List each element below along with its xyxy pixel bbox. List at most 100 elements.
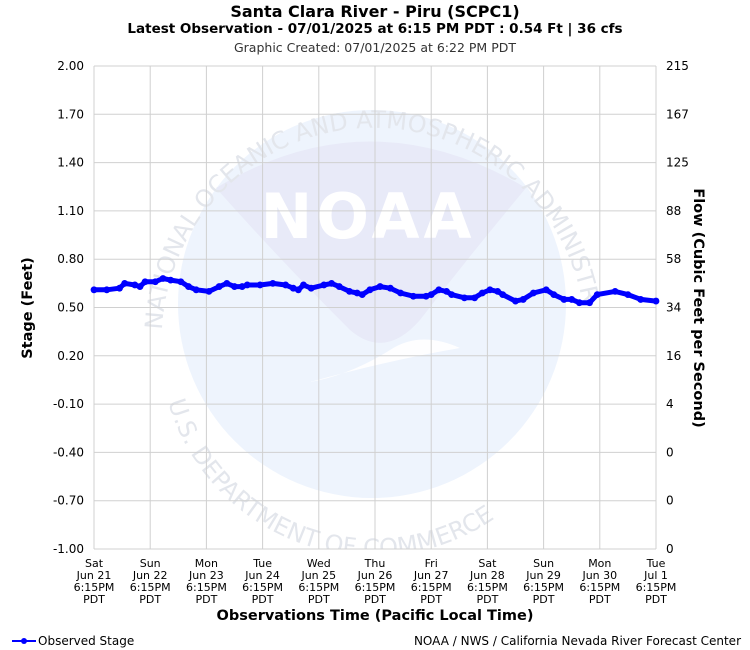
data-point [151, 278, 159, 286]
data-point [167, 276, 175, 284]
watermark-wing [310, 339, 460, 382]
data-point [353, 289, 361, 297]
data-point [289, 284, 297, 292]
x-tick-label: Fri Jun 27 6:15PM PDT [411, 557, 452, 606]
data-point [568, 296, 576, 303]
data-point [560, 296, 568, 303]
data-point [519, 296, 527, 303]
y2-tick-label: 215 [666, 59, 689, 73]
y2-tick-label: 34 [666, 301, 681, 315]
credit-text: NOAA / NWS / California Nevada River For… [413, 634, 741, 648]
y2-tick-label: 88 [666, 204, 681, 218]
data-point [320, 281, 328, 289]
data-point [335, 283, 343, 290]
data-point [542, 286, 550, 294]
data-point [376, 283, 384, 290]
data-point [346, 288, 353, 295]
x-axis-label: Observations Time (Pacific Local Time) [217, 608, 534, 624]
data-point [192, 286, 200, 294]
data-point [461, 294, 468, 302]
data-point [486, 286, 494, 294]
data-point [499, 291, 507, 299]
y-tick-label: -0.10 [53, 397, 84, 411]
data-point [448, 291, 456, 299]
data-point [494, 288, 502, 295]
y-tick-label: -0.70 [53, 494, 84, 508]
data-point [215, 283, 223, 290]
data-point [529, 289, 537, 297]
data-point [443, 288, 450, 295]
y2-tick-label: 167 [666, 107, 689, 121]
data-point [243, 281, 251, 289]
x-tick-label: Mon Jun 23 6:15PM PDT [186, 557, 227, 606]
data-point [177, 278, 185, 286]
noaa-watermark: NOAA NATIONAL OCEANIC AND ATMOSPHERIC AD… [94, 66, 604, 549]
watermark-logo: NOAA [261, 180, 476, 253]
data-point [478, 289, 486, 297]
y2-tick-label: 0 [666, 494, 674, 508]
series-observed-stage [90, 275, 660, 307]
data-point [307, 284, 315, 292]
data-point [256, 281, 264, 289]
y-tick-label: 0.80 [57, 252, 84, 266]
data-point [159, 275, 167, 282]
data-point [512, 297, 519, 305]
y-tick-label: 1.40 [57, 156, 84, 170]
data-point [300, 281, 307, 289]
data-point [471, 294, 479, 302]
legend-line-icon [12, 636, 36, 646]
data-point [238, 283, 246, 290]
data-point [90, 286, 98, 294]
grid-lines [93, 65, 657, 550]
x-tick-label: Sun Jun 22 6:15PM PDT [130, 557, 171, 606]
data-point [231, 283, 238, 290]
y-axis-label: Stage (Feet) [20, 257, 36, 359]
data-point [397, 289, 404, 297]
data-point [223, 279, 231, 287]
graphic-created: Graphic Created: 07/01/2025 at 6:22 PM P… [233, 40, 516, 55]
x-tick-label: Tue Jul 1 6:15PM PDT [636, 557, 677, 606]
data-point [185, 283, 192, 290]
data-point [328, 279, 335, 287]
chart-title: Santa Clara River - Piru (SCPC1) [230, 2, 520, 21]
data-point [652, 297, 660, 305]
x-tick-label: Thu Jun 26 6:15PM PDT [355, 557, 396, 606]
data-point [586, 299, 593, 307]
y-tick-label: 1.10 [57, 204, 84, 218]
data-point [116, 284, 123, 292]
x-tick-label: Mon Jun 30 6:15PM PDT [579, 557, 620, 606]
x-tick-label: Tue Jun 24 6:15PM PDT [242, 557, 283, 606]
data-point [366, 286, 374, 294]
y2-tick-label: 0 [666, 542, 674, 556]
y-tick-label: 1.70 [57, 107, 84, 121]
y2-tick-label: 0 [666, 445, 674, 459]
y-tick-label: 0.50 [57, 301, 84, 315]
y2-axis-ticks: 215 167 125 88 58 34 16 4 0 0 0 [666, 59, 689, 556]
data-point [422, 292, 430, 300]
data-point [103, 286, 111, 294]
data-point [637, 296, 645, 303]
data-point [575, 299, 583, 307]
data-point [269, 279, 277, 287]
y-tick-label: -0.40 [53, 445, 84, 459]
latest-observation: Latest Observation - 07/01/2025 at 6:15 … [127, 21, 623, 37]
data-point [427, 291, 435, 299]
data-point [136, 283, 144, 290]
data-point [386, 284, 394, 292]
y2-tick-label: 125 [666, 156, 689, 170]
x-tick-label: Wed Jun 25 6:15PM PDT [298, 557, 339, 606]
y-tick-label: -1.00 [53, 542, 84, 556]
y2-tick-label: 16 [666, 349, 681, 363]
data-point [593, 291, 601, 299]
data-point [141, 278, 149, 286]
data-point [282, 281, 289, 289]
y-tick-label: 0.20 [57, 349, 84, 363]
data-point [435, 286, 443, 294]
x-tick-label: Sat Jun 21 6:15PM PDT [74, 557, 115, 606]
data-point [409, 292, 417, 300]
legend-label: Observed Stage [38, 634, 135, 648]
x-tick-label: Sat Jun 28 6:15PM PDT [467, 557, 508, 606]
data-point [131, 281, 139, 289]
y2-tick-label: 58 [666, 252, 681, 266]
